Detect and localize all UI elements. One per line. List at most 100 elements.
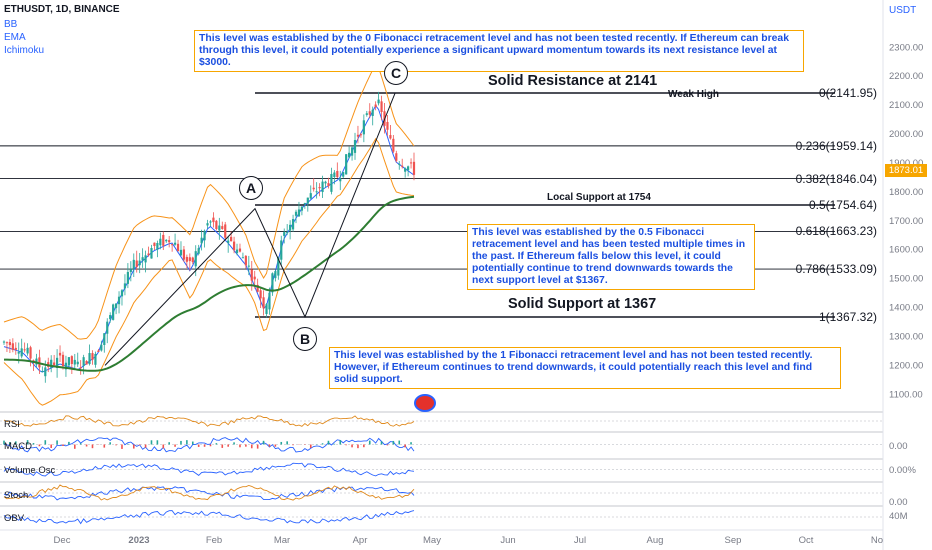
candle <box>318 187 321 189</box>
candle <box>197 248 200 254</box>
macd-histogram-bar <box>268 444 271 447</box>
fib-levels <box>0 92 835 318</box>
y-tick-label: 2000.00 <box>889 129 923 140</box>
candle <box>8 342 11 346</box>
x-tick-label: Oct <box>799 535 814 546</box>
macd-histogram-bar <box>144 444 147 448</box>
fib-label-0382: 0.382(1846.04) <box>795 172 877 186</box>
pane-line <box>3 437 415 453</box>
indicator-bb[interactable]: BB <box>4 19 18 30</box>
y-tick-label: 1800.00 <box>889 187 923 198</box>
macd-histogram-bar <box>233 442 235 445</box>
candle <box>203 230 206 241</box>
candle <box>342 172 345 177</box>
candle <box>271 273 274 293</box>
candle <box>277 257 280 276</box>
candle <box>135 260 138 267</box>
candle <box>123 283 127 289</box>
macd-histogram-bar <box>380 441 383 445</box>
fib-label-1: 1(1367.32) <box>818 310 877 324</box>
candle <box>129 269 132 273</box>
macd-histogram-bar <box>245 444 247 447</box>
candle <box>114 303 118 309</box>
candle <box>259 290 262 299</box>
candle <box>41 370 44 372</box>
candle <box>280 240 283 260</box>
candle <box>262 297 265 309</box>
candle <box>58 352 62 356</box>
candle <box>348 152 351 158</box>
fib-label-0618: 0.618(1663.23) <box>795 224 877 238</box>
macd-histogram-bar <box>68 441 70 445</box>
candle <box>97 350 100 352</box>
candle <box>303 203 306 205</box>
candle <box>156 243 159 250</box>
y-tick-label: 1100.00 <box>889 389 923 400</box>
candle <box>141 257 144 261</box>
candle <box>120 290 124 297</box>
candle <box>395 153 398 161</box>
candle <box>268 292 271 310</box>
obv-pane-label[interactable]: OBV <box>4 513 25 524</box>
macd-histogram-bar <box>239 444 241 448</box>
macd-histogram-bar <box>38 444 41 447</box>
candle <box>377 99 380 104</box>
indicator-ichimoku[interactable]: Ichimoku <box>4 45 45 56</box>
candle <box>224 224 227 238</box>
candle <box>76 361 79 365</box>
x-tick-label: May <box>423 535 441 546</box>
candle <box>94 353 97 365</box>
candle <box>14 347 17 350</box>
stoch-value: 0.00 <box>889 497 908 508</box>
candle <box>300 206 304 211</box>
stoch-pane-label[interactable]: Stoch <box>4 490 29 501</box>
y-tick-label: 2100.00 <box>889 100 923 111</box>
macd-histogram-bar <box>309 444 312 449</box>
candle <box>398 163 401 165</box>
candle <box>235 249 239 254</box>
candle <box>321 181 324 193</box>
macd-histogram-bar <box>351 444 353 448</box>
candle <box>53 362 56 366</box>
macd-histogram-bar <box>186 440 188 445</box>
y-tick-label: 1400.00 <box>889 303 923 314</box>
candle <box>29 347 32 359</box>
pane-line <box>3 462 415 477</box>
pivot-c: C <box>384 61 408 85</box>
macd-histogram-bar <box>9 441 11 445</box>
candle <box>345 154 348 175</box>
volume-osc-pane-label[interactable]: Volume Osc <box>4 465 56 476</box>
candle <box>5 342 9 344</box>
macd-histogram-bar <box>85 444 88 447</box>
candle <box>356 134 360 137</box>
candle <box>103 333 106 346</box>
candle <box>100 344 103 351</box>
macd-histogram-bar <box>132 444 135 449</box>
fib-label-0236: 0.236(1959.14) <box>795 139 877 153</box>
rsi-pane-label[interactable]: RSI <box>4 419 20 430</box>
indicator-panes <box>0 411 883 525</box>
candle <box>353 140 357 153</box>
y-tick-label: 1300.00 <box>889 331 923 342</box>
candle <box>173 242 177 245</box>
flag-icon[interactable] <box>414 394 436 412</box>
candle <box>336 170 339 178</box>
macd-histogram-bar <box>79 443 82 445</box>
candle <box>324 181 327 184</box>
macd-histogram-bar <box>150 440 153 445</box>
macd-histogram-bar <box>286 441 288 445</box>
macd-pane-label[interactable]: MACD <box>4 441 32 452</box>
candle <box>73 359 76 365</box>
candle <box>165 239 168 242</box>
candle <box>380 101 383 112</box>
abc-pattern <box>104 93 396 366</box>
indicator-ema[interactable]: EMA <box>4 32 26 43</box>
candle <box>212 217 215 223</box>
macd-histogram-bar <box>215 443 218 445</box>
candle <box>330 173 333 192</box>
candle <box>407 166 410 171</box>
candle <box>339 178 342 182</box>
macd-histogram-bar <box>262 440 265 445</box>
candle <box>306 197 309 204</box>
